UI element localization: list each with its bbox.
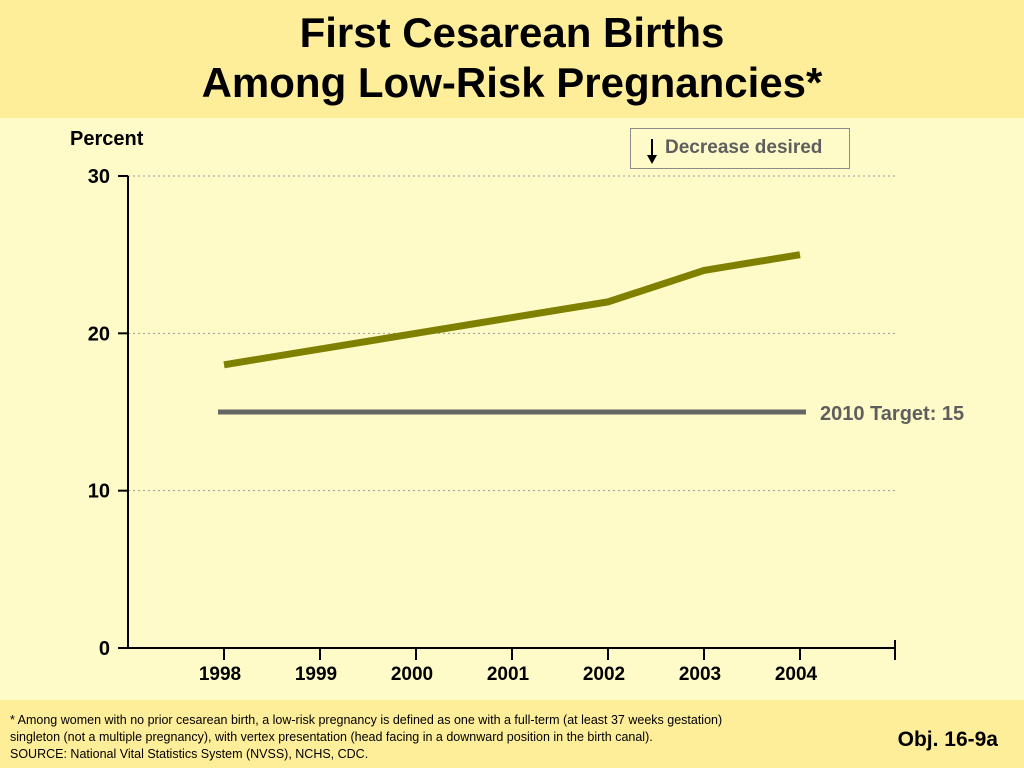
footer-band <box>0 700 1024 768</box>
title-band <box>0 0 1024 118</box>
line-chart: 0 10 20 30 Percent 1998 1999 2000 2001 2002 2003 20… <box>70 128 964 685</box>
x-tick-label: 2000 <box>391 664 433 685</box>
footnote-line-2: singleton (not a multiple pregnancy), wi… <box>10 730 653 744</box>
title-line-2: Among Low-Risk Pregnancies* <box>201 59 823 106</box>
title-line-1: First Cesarean Births <box>299 9 725 56</box>
y-tick-label: 0 <box>99 638 110 660</box>
chart-title: First Cesarean Births Among Low-Risk Pre… <box>0 8 1024 108</box>
footnote: * Among women with no prior cesarean bir… <box>10 712 850 763</box>
x-tick-label: 2004 <box>775 664 818 685</box>
footnote-source: SOURCE: National Vital Statistics System… <box>10 747 369 761</box>
footnote-line-1: * Among women with no prior cesarean bir… <box>10 713 723 727</box>
legend-label: Decrease desired <box>665 137 823 158</box>
target-label: 2010 Target: 15 <box>820 403 964 425</box>
x-tick-label: 1999 <box>295 664 337 685</box>
y-tick-label: 10 <box>88 481 110 503</box>
x-tick-label: 1998 <box>199 664 241 685</box>
y-tick-label: 20 <box>88 323 110 345</box>
y-tick-label: 30 <box>88 166 110 188</box>
x-tick-label: 2003 <box>679 664 721 685</box>
series-line <box>223 251 801 369</box>
objective-label: Obj. 16-9a <box>897 728 998 751</box>
x-tick-label: 2002 <box>583 664 625 685</box>
y-axis-label: Percent <box>70 128 144 150</box>
legend-box: Decrease desired <box>630 128 850 169</box>
down-arrow-icon <box>647 139 657 164</box>
x-tick-label: 2001 <box>487 664 530 685</box>
